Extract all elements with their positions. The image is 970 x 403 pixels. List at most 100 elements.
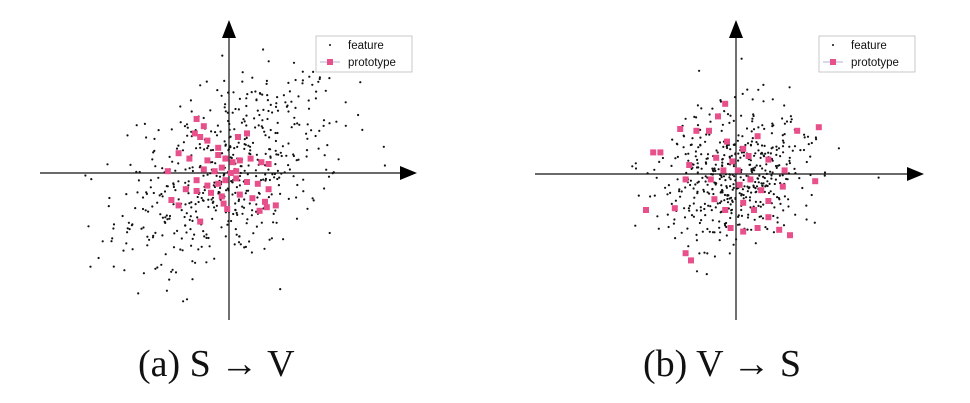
- legend-feature-marker-b: [832, 44, 834, 46]
- feature-point: [764, 226, 767, 229]
- feature-point: [775, 148, 778, 151]
- feature-point: [760, 182, 763, 185]
- caption-b: (b) V → S: [643, 343, 802, 385]
- feature-point: [772, 193, 775, 196]
- prototype-point: [794, 127, 801, 134]
- feature-point: [718, 177, 721, 181]
- feature-point: [168, 214, 172, 218]
- feature-point: [238, 184, 241, 187]
- feature-point: [234, 202, 237, 205]
- feature-point: [759, 205, 762, 208]
- feature-point: [157, 176, 160, 179]
- feature-point: [749, 143, 753, 146]
- feature-point: [728, 176, 731, 179]
- feature-point: [220, 94, 223, 97]
- feature-point: [171, 160, 174, 163]
- feature-point: [156, 201, 159, 204]
- feature-point: [256, 158, 259, 161]
- feature-point: [810, 193, 813, 197]
- feature-point: [311, 197, 314, 200]
- feature-point: [141, 196, 145, 199]
- feature-point: [211, 161, 214, 164]
- feature-point: [312, 70, 315, 73]
- feature-point: [698, 69, 701, 72]
- feature-point: [199, 84, 202, 87]
- feature-point: [205, 233, 208, 236]
- feature-point: [788, 159, 791, 162]
- feature-point: [732, 243, 735, 246]
- feature-point: [764, 169, 767, 172]
- feature-point: [736, 139, 740, 142]
- feature-point: [296, 183, 299, 187]
- feature-point: [713, 181, 716, 184]
- feature-point: [718, 226, 721, 229]
- prototype-point: [204, 157, 211, 164]
- feature-point: [770, 157, 774, 161]
- prototype-point: [204, 137, 211, 144]
- feature-point: [332, 171, 335, 174]
- feature-point: [687, 159, 690, 162]
- feature-point: [782, 151, 785, 154]
- prototype-point: [650, 149, 657, 156]
- prototype-point: [218, 193, 225, 200]
- feature-point: [245, 104, 248, 108]
- feature-point: [199, 146, 202, 149]
- feature-point: [699, 209, 703, 212]
- feature-point: [164, 221, 167, 224]
- feature-point: [715, 149, 718, 152]
- feature-point: [725, 225, 728, 229]
- prototype-point: [745, 153, 752, 159]
- feature-point: [214, 131, 217, 134]
- prototype-point: [208, 189, 214, 196]
- x-axis-arrow-b: [907, 167, 924, 181]
- feature-point: [202, 230, 205, 233]
- feature-point: [288, 168, 291, 171]
- feature-point: [243, 147, 246, 150]
- feature-point: [269, 128, 272, 132]
- feature-point: [783, 104, 786, 107]
- prototype-point: [765, 214, 772, 221]
- feature-point: [157, 129, 160, 132]
- feature-point: [317, 80, 320, 83]
- feature-point: [191, 237, 194, 240]
- feature-point: [740, 208, 743, 212]
- feature-point: [180, 237, 183, 240]
- caption-a: (a) S → V: [138, 343, 295, 385]
- feature-point: [233, 128, 236, 131]
- feature-point: [735, 238, 738, 241]
- feature-point: [180, 209, 183, 212]
- feature-point: [791, 149, 794, 152]
- feature-point: [276, 121, 279, 124]
- y-axis-arrow-a: [222, 20, 236, 38]
- feature-point: [231, 181, 234, 184]
- feature-point: [245, 97, 248, 100]
- feature-point: [787, 172, 791, 175]
- feature-point: [732, 183, 735, 186]
- feature-point: [359, 81, 362, 84]
- feature-point: [189, 215, 192, 218]
- feature-point: [700, 219, 703, 222]
- feature-point: [754, 187, 757, 190]
- feature-point: [287, 110, 290, 113]
- feature-point: [207, 198, 210, 201]
- feature-point: [769, 190, 772, 193]
- feature-point: [704, 175, 707, 178]
- feature-point: [170, 128, 173, 131]
- feature-point: [256, 109, 259, 112]
- prototype-point: [215, 152, 222, 158]
- feature-point: [761, 217, 765, 220]
- feature-point: [676, 155, 680, 158]
- feature-point: [194, 203, 197, 206]
- feature-point: [194, 261, 197, 264]
- feature-point: [196, 195, 199, 199]
- feature-point: [737, 134, 740, 137]
- feature-point: [276, 109, 280, 112]
- feature-point: [177, 180, 180, 183]
- feature-point: [190, 206, 193, 209]
- feature-point: [750, 130, 753, 133]
- feature-point: [158, 194, 161, 197]
- feature-point: [154, 267, 157, 270]
- feature-point: [185, 123, 189, 126]
- feature-point: [755, 141, 758, 144]
- feature-point: [726, 194, 729, 197]
